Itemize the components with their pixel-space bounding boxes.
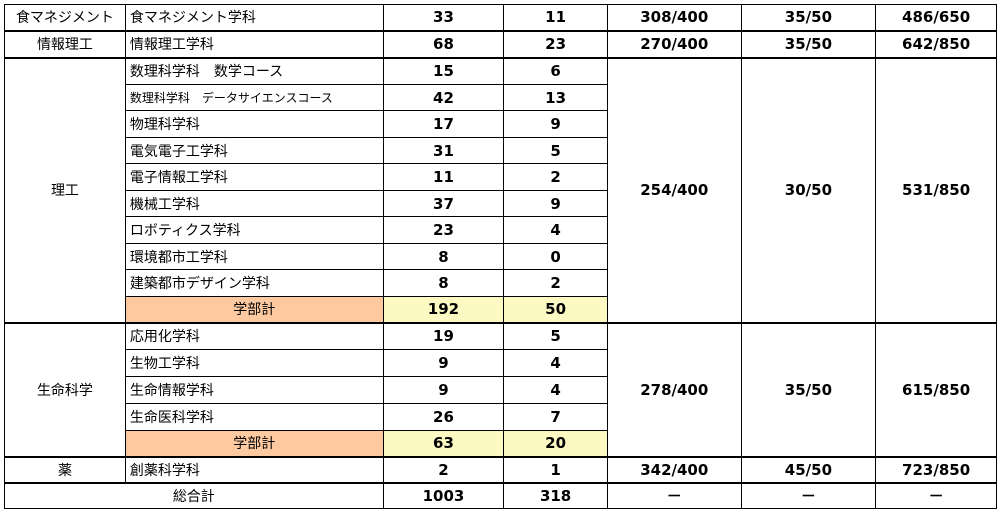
value-a-cell: 33 <box>382 4 505 31</box>
department-cell: 機械工学科 <box>124 190 384 217</box>
value-a-cell: 8 <box>382 243 505 270</box>
subtotal-row: 学部計 63 20 <box>5 430 997 457</box>
value-b-cell: 11 <box>503 4 608 31</box>
value-a-cell: 37 <box>382 190 505 217</box>
value-b-cell: 4 <box>503 376 608 404</box>
score-1-cell: － <box>606 481 742 509</box>
value-b-cell: 4 <box>503 349 608 377</box>
table-row: 生命情報学科 9 4 <box>5 376 997 404</box>
value-b-cell: 0 <box>503 243 608 270</box>
department-cell: 応用化学科 <box>124 321 384 350</box>
table-row: 食マネジメント 食マネジメント学科 33 11 308/400 35/50 48… <box>4 4 997 31</box>
department-cell: 数理科学科 数学コース <box>124 56 384 85</box>
value-b-cell: 9 <box>503 190 608 217</box>
score-2-cell: 35/50 <box>740 4 877 31</box>
value-a-cell: 15 <box>382 56 505 85</box>
admission-results-table: 食マネジメント 食マネジメント学科 33 11 308/400 35/50 48… <box>4 4 997 509</box>
value-a-cell: 26 <box>382 403 505 431</box>
score-2-cell: 45/50 <box>740 455 877 483</box>
table-row: 薬 創薬科学科 2 1 342/400 45/50 723/850 <box>4 455 997 483</box>
value-b-cell: 2 <box>503 269 608 297</box>
faculty-cell: 理工 <box>4 56 126 323</box>
score-3-cell: 615/850 <box>875 321 997 457</box>
table-row: 物理科学科 17 9 <box>5 110 997 138</box>
faculty-cell: 情報理工 <box>4 29 126 58</box>
value-b-cell: 7 <box>503 403 608 431</box>
subtotal-label: 学部計 <box>124 430 384 457</box>
value-b-cell: 2 <box>503 163 608 191</box>
value-a-cell: 8 <box>382 269 505 297</box>
value-a-cell: 23 <box>382 216 505 244</box>
score-2-cell: 35/50 <box>740 321 877 457</box>
faculty-cell: 生命科学 <box>4 321 126 457</box>
score-2-cell: 30/50 <box>740 56 877 323</box>
value-a-cell: 19 <box>382 321 505 350</box>
grand-total-a: 1003 <box>382 481 505 509</box>
score-1-cell: 342/400 <box>606 455 742 483</box>
value-b-cell: 5 <box>503 137 608 164</box>
score-3-cell: 486/650 <box>875 4 997 31</box>
department-cell: 生物工学科 <box>124 349 384 377</box>
value-a-cell: 11 <box>382 163 505 191</box>
department-cell: 電子情報工学科 <box>124 163 384 191</box>
table-row: 生命科学 応用化学科 19 5 278/400 35/50 615/850 <box>4 321 997 457</box>
table-row: 情報理工 情報理工学科 68 23 270/400 35/50 642/850 <box>4 29 997 58</box>
value-a-cell: 42 <box>382 84 505 111</box>
value-a-cell: 17 <box>382 110 505 138</box>
subtotal-label: 学部計 <box>124 296 384 323</box>
subtotal-row: 学部計 192 50 <box>5 296 997 323</box>
grand-total-b: 318 <box>503 481 608 509</box>
table-row: 機械工学科 37 9 <box>5 190 997 217</box>
table-row: 生命医科学科 26 7 <box>5 403 997 431</box>
table-row: 数理科学科 データサイエンスコース 42 13 <box>5 84 997 111</box>
department-cell: 情報理工学科 <box>124 29 384 58</box>
faculty-cell: 食マネジメント <box>4 4 126 31</box>
value-b-cell: 23 <box>503 29 608 58</box>
table-row: 生物工学科 9 4 <box>5 349 997 377</box>
department-cell: 創薬科学科 <box>124 455 384 483</box>
value-b-cell: 4 <box>503 216 608 244</box>
score-2-cell: 35/50 <box>740 29 877 58</box>
score-1-cell: 254/400 <box>606 56 742 323</box>
value-b-cell: 1 <box>503 455 608 483</box>
table-row: 環境都市工学科 8 0 <box>5 243 997 270</box>
value-a-cell: 9 <box>382 376 505 404</box>
table-row: 電子情報工学科 11 2 <box>5 163 997 191</box>
table-row: 理工 数理科学科 数学コース 15 6 254/400 30/50 531/85… <box>4 56 997 323</box>
department-cell: 食マネジメント学科 <box>124 4 384 31</box>
value-a-cell: 31 <box>382 137 505 164</box>
subtotal-a: 192 <box>382 296 505 323</box>
department-cell: 電気電子工学科 <box>124 137 384 164</box>
department-cell: 環境都市工学科 <box>124 243 384 270</box>
table-row: 電気電子工学科 31 5 <box>5 137 997 164</box>
value-b-cell: 9 <box>503 110 608 138</box>
score-3-cell: 723/850 <box>875 455 997 483</box>
department-cell: 数理科学科 データサイエンスコース <box>124 84 384 111</box>
value-a-cell: 2 <box>382 455 505 483</box>
value-b-cell: 6 <box>503 56 608 85</box>
department-cell: 建築都市デザイン学科 <box>124 269 384 297</box>
subtotal-b: 50 <box>503 296 608 323</box>
value-a-cell: 9 <box>382 349 505 377</box>
value-b-cell: 13 <box>503 84 608 111</box>
grand-total-row: 総合計 1003 318 － － － <box>4 481 997 509</box>
grand-total-label: 総合計 <box>4 481 384 509</box>
score-3-cell: － <box>875 481 997 509</box>
score-3-cell: 642/850 <box>875 29 997 58</box>
value-a-cell: 68 <box>382 29 505 58</box>
score-3-cell: 531/850 <box>875 56 997 323</box>
subtotal-b: 20 <box>503 430 608 457</box>
value-b-cell: 5 <box>503 321 608 350</box>
subtotal-a: 63 <box>382 430 505 457</box>
department-cell: 物理科学科 <box>124 110 384 138</box>
department-cell: 生命医科学科 <box>124 403 384 431</box>
faculty-cell: 薬 <box>4 455 126 483</box>
score-1-cell: 308/400 <box>606 4 742 31</box>
department-cell: 生命情報学科 <box>124 376 384 404</box>
score-1-cell: 278/400 <box>606 321 742 457</box>
score-2-cell: － <box>740 481 877 509</box>
department-cell: ロボティクス学科 <box>124 216 384 244</box>
table-row: ロボティクス学科 23 4 <box>5 216 997 244</box>
score-1-cell: 270/400 <box>606 29 742 58</box>
